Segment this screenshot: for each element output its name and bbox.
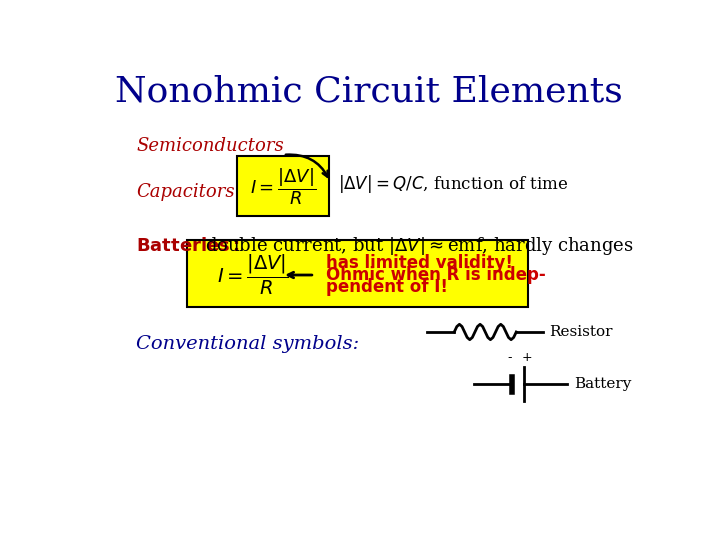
Text: double current, but $|\Delta V|\approx$emf, hardly changes: double current, but $|\Delta V|\approx$e… [204, 235, 634, 256]
FancyBboxPatch shape [238, 157, 329, 217]
Text: $I = \dfrac{|\Delta V|}{R}$: $I = \dfrac{|\Delta V|}{R}$ [250, 166, 316, 207]
Text: Conventional symbols:: Conventional symbols: [137, 335, 360, 353]
Text: has limited validity!: has limited validity! [326, 254, 513, 272]
FancyBboxPatch shape [187, 240, 528, 307]
Text: Semiconductors: Semiconductors [137, 137, 284, 154]
Text: Capacitors: Capacitors [137, 183, 235, 201]
Text: $|\Delta V|=Q/C$, function of time: $|\Delta V|=Q/C$, function of time [338, 173, 568, 195]
Text: pendent of I!: pendent of I! [326, 278, 449, 296]
Text: Ohmic when R is indep-: Ohmic when R is indep- [326, 266, 546, 284]
Text: $I = \dfrac{|\Delta V|}{R}$: $I = \dfrac{|\Delta V|}{R}$ [217, 253, 289, 297]
Text: Resistor: Resistor [549, 325, 613, 339]
Text: Battery: Battery [575, 377, 631, 392]
Text: Nonohmic Circuit Elements: Nonohmic Circuit Elements [115, 75, 623, 109]
Text: +: + [522, 352, 532, 365]
Text: -: - [508, 352, 513, 365]
Text: $\mathbf{Batteries:}$: $\mathbf{Batteries:}$ [137, 237, 240, 255]
